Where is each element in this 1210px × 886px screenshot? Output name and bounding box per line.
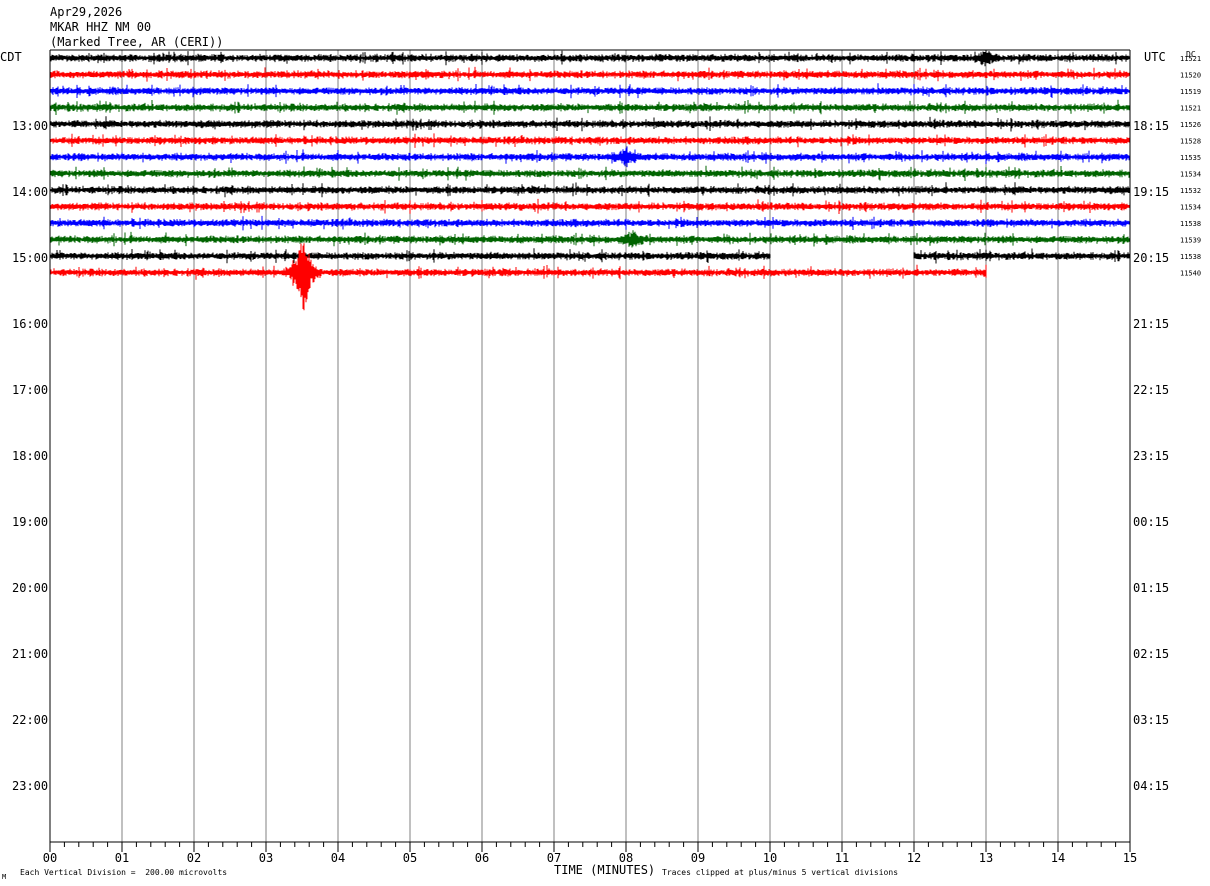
grid — [121, 50, 1059, 842]
x-tick-label: 05 — [403, 851, 417, 865]
right-hour-label: 20:15 — [1133, 251, 1169, 265]
dc-offset-label: 11538 — [1180, 253, 1201, 261]
left-hour-label: 13:00 — [12, 119, 48, 133]
x-tick-label: 12 — [907, 851, 921, 865]
right-hour-label: 04:15 — [1133, 779, 1169, 793]
scale-note: Each Vertical Division = 200.00 microvol… — [20, 868, 227, 877]
left-hour-label: 17:00 — [12, 383, 48, 397]
corner-mark: M — [2, 873, 6, 881]
dc-offset-label: 11521 — [1180, 105, 1201, 113]
left-hour-label: 20:00 — [12, 581, 48, 595]
trace-line-6 — [49, 146, 1131, 168]
dc-offset-label: 11539 — [1180, 237, 1201, 245]
x-tick-label: 01 — [115, 851, 129, 865]
x-tick-label: 15 — [1123, 851, 1137, 865]
x-tick-label: 10 — [763, 851, 777, 865]
header-location: (Marked Tree, AR (CERI)) — [50, 35, 223, 49]
trace-line-0 — [49, 50, 1131, 67]
x-tick-label: 11 — [835, 851, 849, 865]
dc-offset-label: 11526 — [1180, 121, 1201, 129]
trace-line-2 — [49, 83, 1131, 99]
x-tick-label: 13 — [979, 851, 993, 865]
left-hour-label: 21:00 — [12, 647, 48, 661]
right-hour-label: 01:15 — [1133, 581, 1169, 595]
left-hour-label: 15:00 — [12, 251, 48, 265]
trace-line-3 — [49, 99, 1131, 115]
trace-line-13 — [49, 243, 987, 311]
seismic-traces — [49, 50, 1131, 311]
header-date: Apr29,2026 — [50, 5, 122, 19]
dc-header-label: DC — [1186, 50, 1196, 59]
dc-offset-label: 11520 — [1180, 72, 1201, 80]
trace-line-9 — [49, 198, 1131, 214]
right-hour-label: 22:15 — [1133, 383, 1169, 397]
x-axis-title: TIME (MINUTES) — [554, 863, 655, 877]
dc-offset-label: 11534 — [1180, 204, 1201, 212]
left-hour-label: 19:00 — [12, 515, 48, 529]
dc-offset-label: 11519 — [1180, 88, 1201, 96]
left-hour-label: 16:00 — [12, 317, 48, 331]
header-station: MKAR HHZ NM 00 — [50, 20, 151, 34]
dc-offset-label: 11540 — [1180, 270, 1201, 278]
trace-line-12 — [913, 248, 1131, 264]
trace-line-5 — [49, 133, 1131, 148]
dc-offset-label: 11535 — [1180, 154, 1201, 162]
labels: Apr29,2026 MKAR HHZ NM 00 (Marked Tree, … — [0, 5, 1201, 881]
trace-line-11 — [49, 230, 1131, 248]
trace-line-4 — [49, 116, 1131, 132]
right-hour-label: 03:15 — [1133, 713, 1169, 727]
trace-line-7 — [49, 165, 1131, 181]
left-hour-label: 22:00 — [12, 713, 48, 727]
right-hour-label: 18:15 — [1133, 119, 1169, 133]
trace-line-10 — [49, 215, 1131, 231]
right-hour-label: 02:15 — [1133, 647, 1169, 661]
dc-offset-label: 11534 — [1180, 171, 1201, 179]
left-hour-label: 23:00 — [12, 779, 48, 793]
clip-note: Traces clipped at plus/minus 5 vertical … — [662, 868, 898, 877]
trace-line-8 — [49, 182, 1131, 198]
x-tick-label: 14 — [1051, 851, 1065, 865]
axes — [49, 49, 1131, 852]
dc-offset-label: 11532 — [1180, 187, 1201, 195]
right-hour-label: 19:15 — [1133, 185, 1169, 199]
dc-offset-label: 11538 — [1180, 220, 1201, 228]
right-hour-label: 21:15 — [1133, 317, 1169, 331]
x-tick-label: 04 — [331, 851, 345, 865]
right-timezone-label: UTC — [1144, 50, 1166, 64]
trace-line-1 — [49, 66, 1131, 82]
left-timezone-label: CDT — [0, 50, 22, 64]
right-hour-label: 00:15 — [1133, 515, 1169, 529]
left-hour-label: 14:00 — [12, 185, 48, 199]
x-tick-label: 09 — [691, 851, 705, 865]
x-tick-label: 07 — [547, 851, 561, 865]
left-hour-label: 18:00 — [12, 449, 48, 463]
dc-offset-label: 11521 — [1180, 55, 1201, 63]
right-hour-label: 23:15 — [1133, 449, 1169, 463]
x-tick-label: 00 — [43, 851, 57, 865]
x-tick-label: 03 — [259, 851, 273, 865]
x-tick-label: 08 — [619, 851, 633, 865]
x-tick-label: 06 — [475, 851, 489, 865]
dc-offset-label: 11528 — [1180, 138, 1201, 146]
x-tick-label: 02 — [187, 851, 201, 865]
